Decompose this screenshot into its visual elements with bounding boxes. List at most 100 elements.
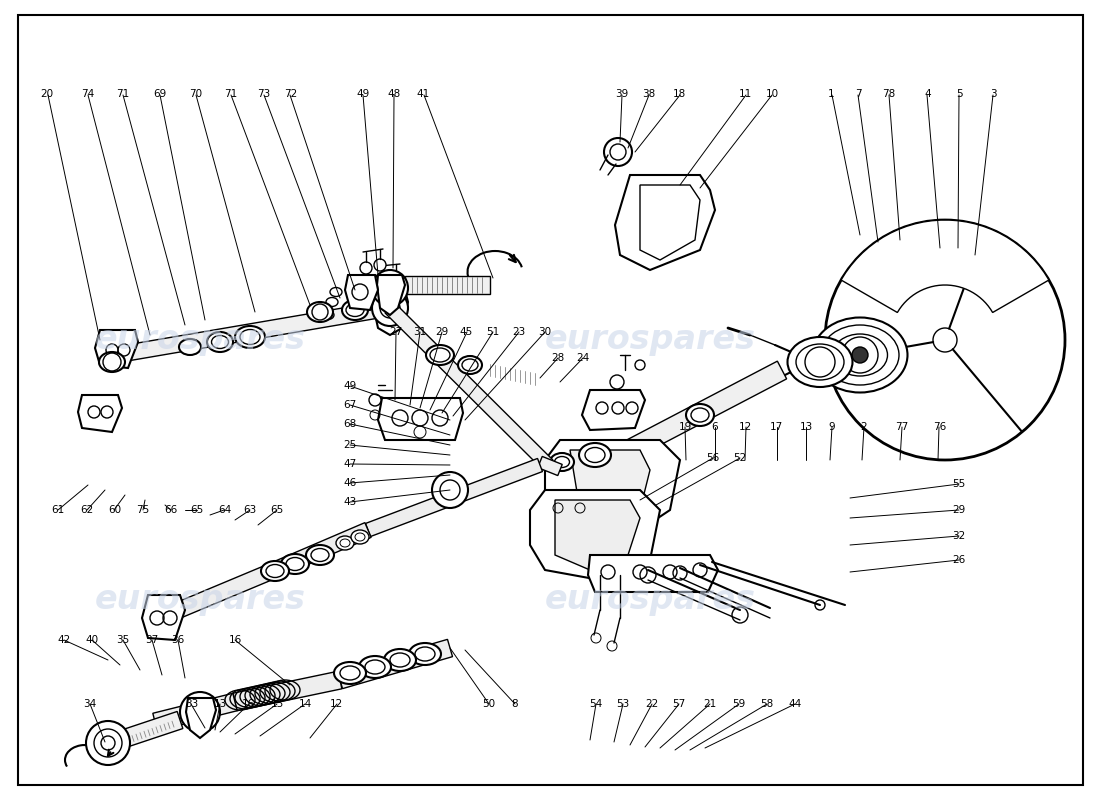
Text: eurospares: eurospares <box>544 323 756 357</box>
Text: 46: 46 <box>343 478 356 488</box>
Text: 29: 29 <box>436 327 449 337</box>
Text: 63: 63 <box>243 506 256 515</box>
Circle shape <box>852 347 868 363</box>
Text: 21: 21 <box>703 699 716 709</box>
Ellipse shape <box>207 332 233 352</box>
Text: 75: 75 <box>136 506 150 515</box>
Text: 2: 2 <box>860 422 867 432</box>
Polygon shape <box>233 671 342 711</box>
Text: 15: 15 <box>271 699 284 709</box>
Text: 31: 31 <box>414 327 427 337</box>
Text: 45: 45 <box>460 327 473 337</box>
Ellipse shape <box>833 334 888 376</box>
Ellipse shape <box>554 457 570 467</box>
Circle shape <box>372 290 408 326</box>
Polygon shape <box>588 555 718 592</box>
Text: 68: 68 <box>343 419 356 429</box>
Text: 40: 40 <box>86 635 99 645</box>
Circle shape <box>805 347 835 377</box>
Circle shape <box>360 262 372 274</box>
Text: 23: 23 <box>513 327 526 337</box>
Text: 55: 55 <box>953 479 966 489</box>
Text: 47: 47 <box>343 459 356 469</box>
Polygon shape <box>538 457 562 475</box>
Text: 3: 3 <box>990 90 997 99</box>
Text: 65: 65 <box>190 506 204 515</box>
Text: 13: 13 <box>213 699 227 709</box>
Ellipse shape <box>788 337 853 387</box>
Text: 57: 57 <box>672 699 685 709</box>
Text: 61: 61 <box>52 506 65 515</box>
Text: 70: 70 <box>189 90 202 99</box>
Circle shape <box>180 692 220 732</box>
Text: 17: 17 <box>770 422 783 432</box>
Text: 54: 54 <box>590 699 603 709</box>
Polygon shape <box>267 522 371 579</box>
Ellipse shape <box>384 649 416 671</box>
Polygon shape <box>842 220 1049 313</box>
Text: 53: 53 <box>616 699 629 709</box>
Text: 66: 66 <box>164 506 177 515</box>
Circle shape <box>372 270 408 306</box>
Polygon shape <box>373 290 408 335</box>
Text: 24: 24 <box>576 354 590 363</box>
Ellipse shape <box>211 335 229 349</box>
Text: 34: 34 <box>84 699 97 709</box>
Polygon shape <box>377 275 405 315</box>
Text: 72: 72 <box>284 90 297 99</box>
Text: eurospares: eurospares <box>544 583 756 617</box>
Text: 73: 73 <box>257 90 271 99</box>
Circle shape <box>101 736 116 750</box>
Polygon shape <box>338 639 452 689</box>
Text: 74: 74 <box>81 90 95 99</box>
Polygon shape <box>118 711 183 749</box>
Text: 5: 5 <box>956 90 962 99</box>
Ellipse shape <box>579 443 610 467</box>
Text: 14: 14 <box>299 699 312 709</box>
Text: 20: 20 <box>41 90 54 99</box>
Text: 22: 22 <box>646 699 659 709</box>
Ellipse shape <box>99 352 125 372</box>
Text: 19: 19 <box>679 422 692 432</box>
Ellipse shape <box>330 287 342 297</box>
Text: 16: 16 <box>229 635 242 645</box>
Polygon shape <box>95 330 138 368</box>
Text: 12: 12 <box>739 422 752 432</box>
Text: 36: 36 <box>172 635 185 645</box>
Text: 56: 56 <box>706 453 719 462</box>
Ellipse shape <box>179 339 201 355</box>
Ellipse shape <box>326 298 338 306</box>
Text: 16: 16 <box>242 699 255 709</box>
Text: 49: 49 <box>343 381 356 390</box>
Polygon shape <box>556 500 640 570</box>
Text: 59: 59 <box>733 699 746 709</box>
Circle shape <box>379 298 400 318</box>
Text: 62: 62 <box>80 506 94 515</box>
Text: 11: 11 <box>739 90 752 99</box>
Polygon shape <box>142 595 185 640</box>
Ellipse shape <box>342 300 369 320</box>
Circle shape <box>86 721 130 765</box>
Text: eurospares: eurospares <box>95 323 306 357</box>
Ellipse shape <box>322 310 334 319</box>
Text: 4: 4 <box>924 90 931 99</box>
Text: 27: 27 <box>389 327 403 337</box>
Polygon shape <box>405 276 490 294</box>
Text: 32: 32 <box>953 531 966 541</box>
Polygon shape <box>640 185 700 260</box>
Ellipse shape <box>240 330 260 345</box>
Ellipse shape <box>585 447 605 462</box>
Ellipse shape <box>550 453 574 471</box>
Text: 51: 51 <box>486 327 499 337</box>
Text: 39: 39 <box>615 90 628 99</box>
Text: 76: 76 <box>933 422 946 432</box>
Text: 37: 37 <box>145 635 158 645</box>
Polygon shape <box>615 175 715 270</box>
Circle shape <box>374 259 386 271</box>
Ellipse shape <box>691 408 710 422</box>
Text: 33: 33 <box>185 699 198 709</box>
Text: 26: 26 <box>953 555 966 565</box>
Polygon shape <box>365 458 542 537</box>
Ellipse shape <box>686 404 714 426</box>
Text: 77: 77 <box>895 422 909 432</box>
